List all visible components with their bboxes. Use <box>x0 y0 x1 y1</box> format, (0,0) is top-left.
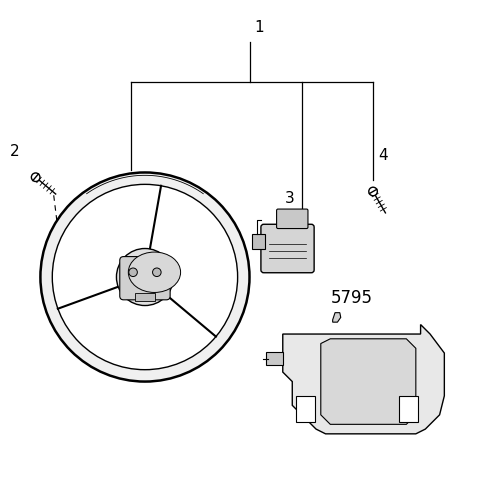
Text: 2: 2 <box>10 143 19 159</box>
Circle shape <box>31 173 40 182</box>
FancyBboxPatch shape <box>120 257 170 300</box>
Bar <box>399 396 418 422</box>
Circle shape <box>40 173 250 381</box>
Text: 1: 1 <box>254 20 264 35</box>
Polygon shape <box>321 339 416 424</box>
Bar <box>134 293 156 301</box>
Text: 3: 3 <box>285 191 295 206</box>
Bar <box>296 396 315 422</box>
Bar <box>266 352 283 365</box>
FancyBboxPatch shape <box>276 209 308 228</box>
Polygon shape <box>333 313 341 322</box>
Text: 4: 4 <box>378 148 387 163</box>
Circle shape <box>153 268 161 277</box>
Circle shape <box>129 268 137 277</box>
Bar <box>252 234 265 249</box>
Circle shape <box>369 187 377 196</box>
Circle shape <box>52 185 238 369</box>
Circle shape <box>117 249 173 305</box>
Ellipse shape <box>128 252 180 293</box>
FancyBboxPatch shape <box>261 224 314 273</box>
Polygon shape <box>283 325 444 434</box>
Text: 5795: 5795 <box>331 289 372 307</box>
